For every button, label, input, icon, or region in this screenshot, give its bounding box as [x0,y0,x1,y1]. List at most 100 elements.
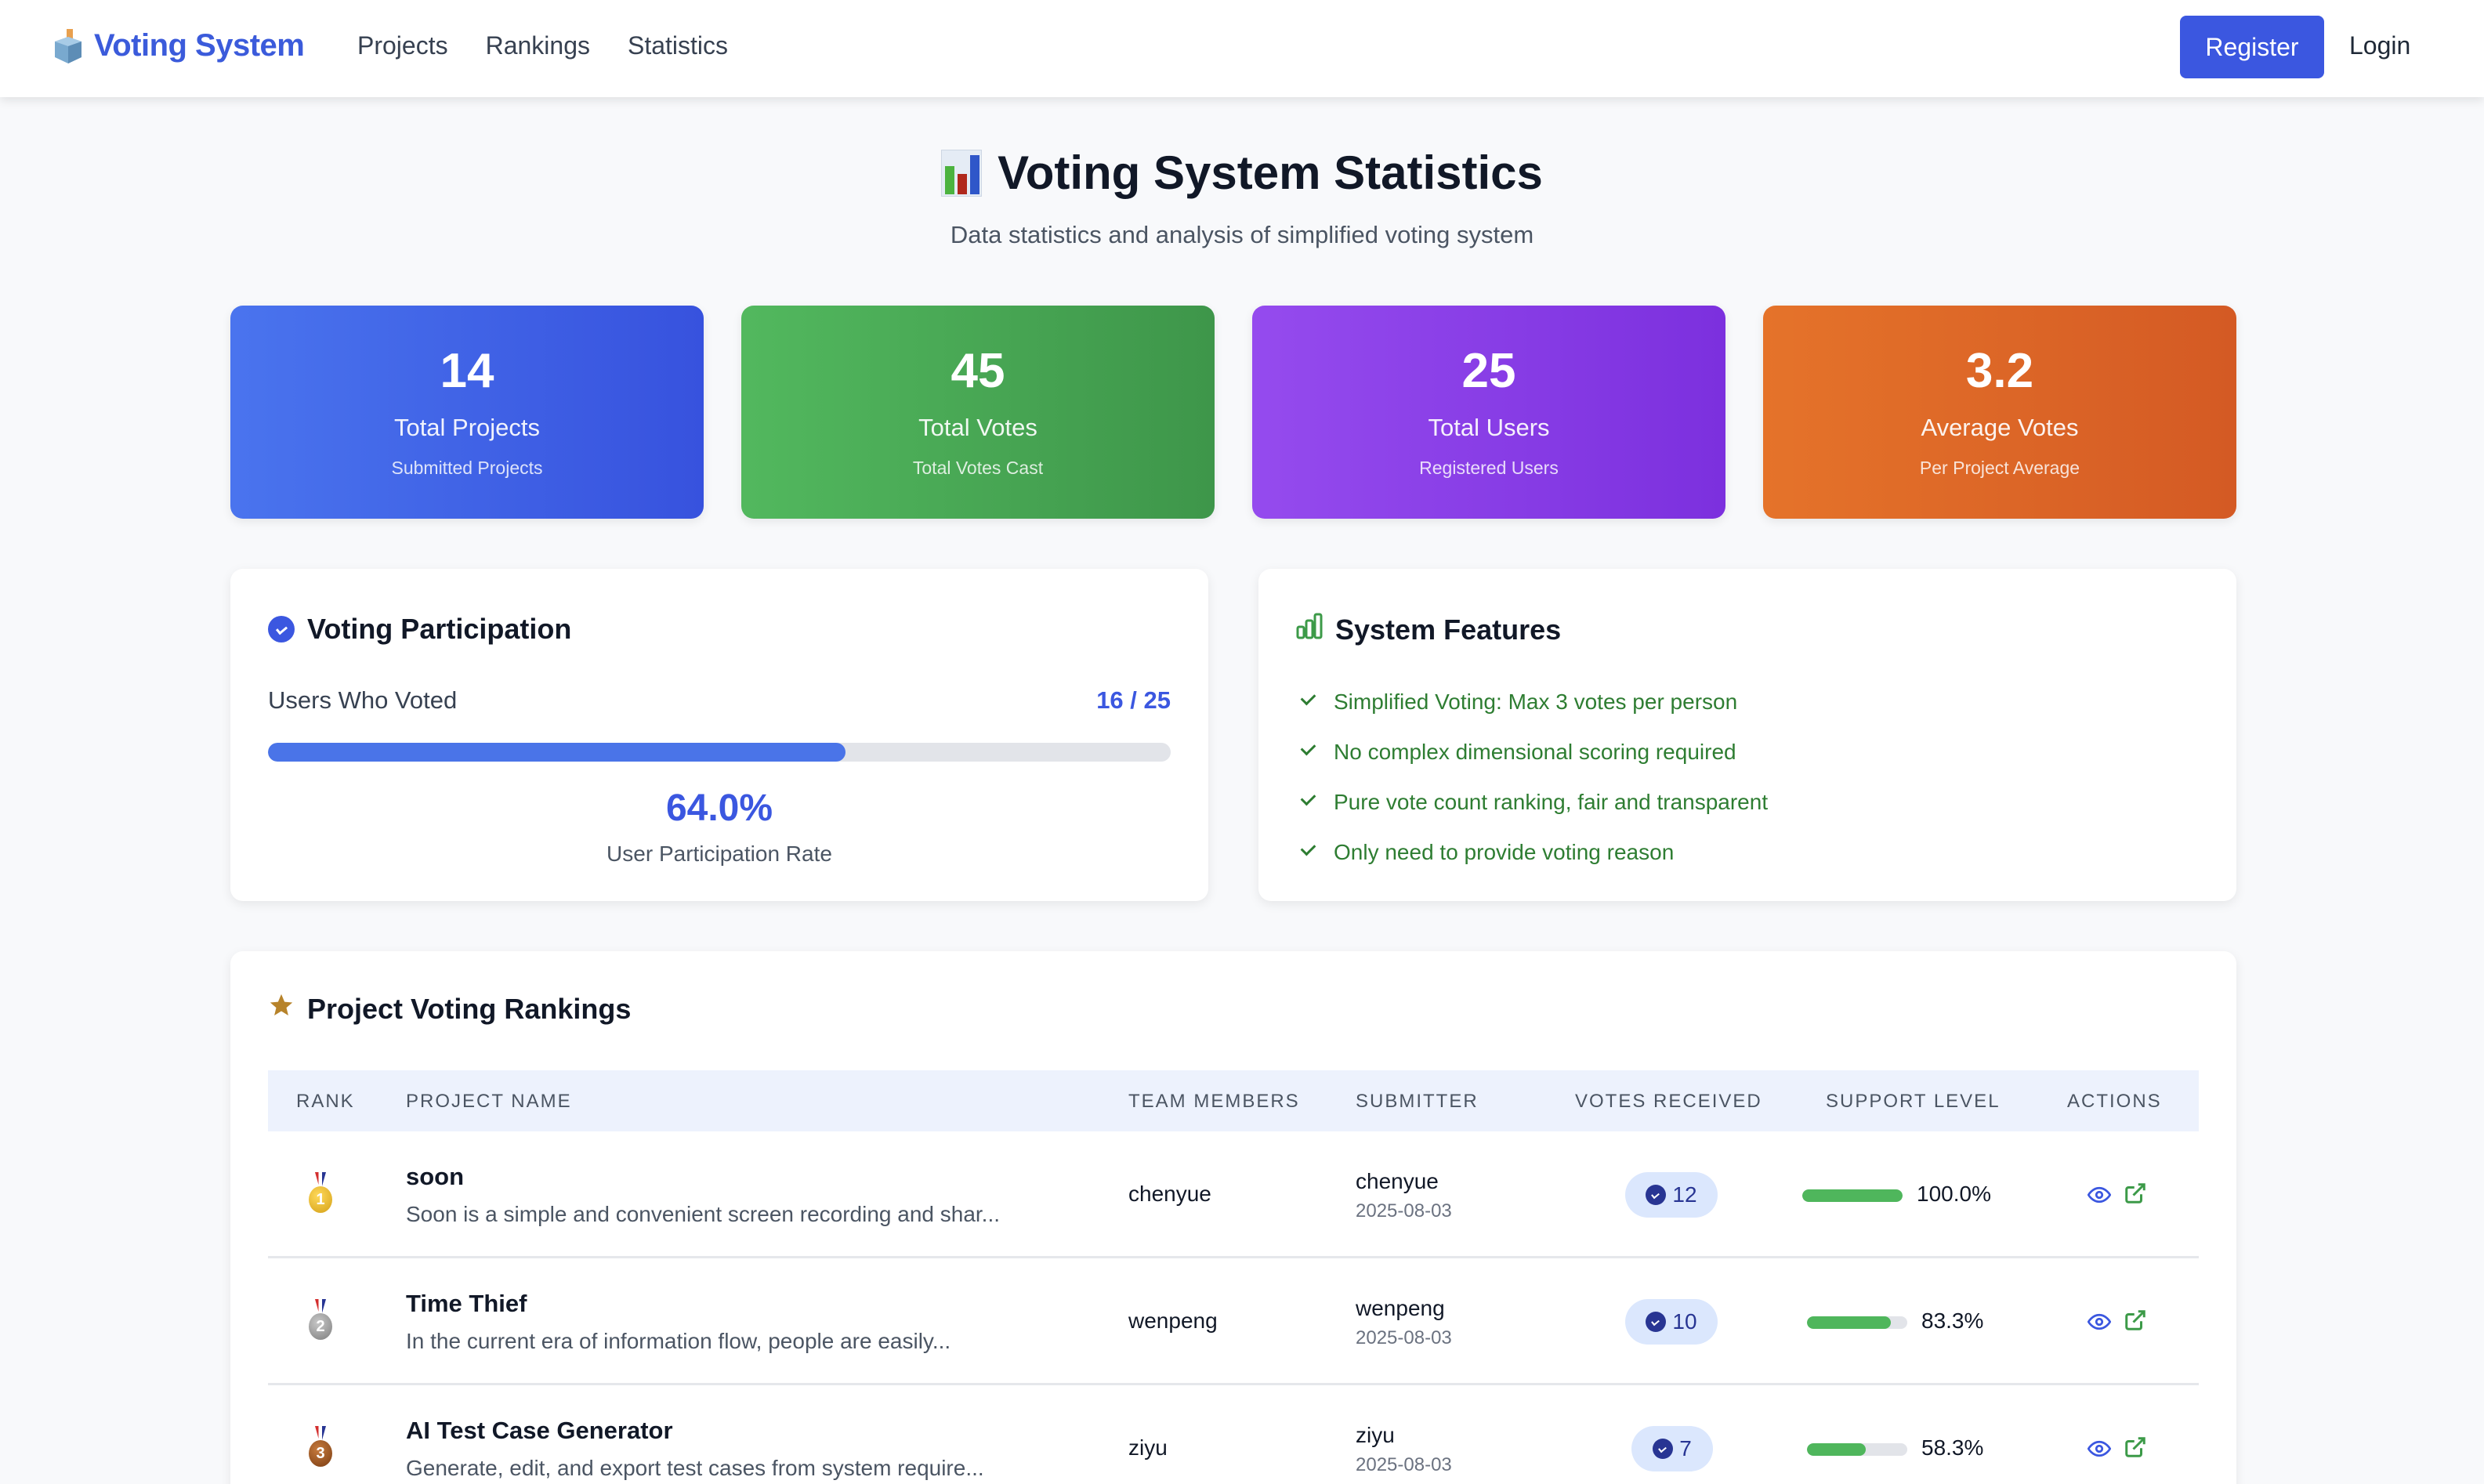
support-bar-fill [1802,1189,1903,1202]
login-link[interactable]: Login [2349,31,2411,60]
submitter-name: chenyue [1356,1169,1439,1193]
external-link-icon[interactable] [2124,1308,2147,1332]
stat-card-total-votes: 45 Total Votes Total Votes Cast [741,306,1215,519]
team-members: chenyue [1128,1182,1211,1206]
stat-label: Total Users [1428,414,1550,441]
feature-text: Pure vote count ranking, fair and transp… [1334,790,1769,814]
feature-item: Only need to provide voting reason [1298,827,1768,878]
vote-check-icon [1646,1312,1667,1332]
check-icon [1298,742,1318,762]
chart-bars-icon [1296,613,1323,646]
participation-panel: Voting Participation Users Who Voted 16 … [230,569,1208,901]
feature-item: Pure vote count ranking, fair and transp… [1298,777,1768,827]
rankings-title: Project Voting Rankings [268,992,631,1026]
submit-date: 2025-08-03 [1356,1454,1452,1475]
participation-progress-fill [268,743,846,762]
submit-date: 2025-08-03 [1356,1327,1452,1348]
project-name[interactable]: Time Thief [406,1290,527,1317]
table-row[interactable]: 1 soon Soon is a simple and convenient s… [268,1131,2199,1258]
eye-icon[interactable] [2087,1310,2112,1334]
participation-progress-bar [268,743,1171,762]
table-row[interactable]: 2 Time Thief In the current era of infor… [268,1258,2199,1385]
stat-card-total-users: 25 Total Users Registered Users [1252,306,1725,519]
votes-count: 7 [1679,1436,1692,1460]
stat-label: Total Votes [918,414,1037,441]
features-panel: System Features Simplified Voting: Max 3… [1258,569,2236,901]
participation-title-text: Voting Participation [307,613,572,645]
votes-count: 10 [1672,1309,1697,1334]
feature-item: Simplified Voting: Max 3 votes per perso… [1298,677,1768,727]
project-name[interactable]: soon [406,1163,465,1190]
column-team-members[interactable]: TEAM MEMBERS [1128,1091,1300,1112]
check-icon [1298,692,1318,712]
stat-sublabel: Registered Users [1419,458,1559,478]
page-title: Voting System Statistics [941,146,1543,200]
stat-label: Total Projects [393,414,541,441]
column-actions[interactable]: ACTIONS [2067,1091,2162,1112]
features-title: System Features [1296,613,1561,646]
column-project-name[interactable]: PROJECT NAME [406,1091,572,1112]
stat-sublabel: Per Project Average [1919,458,2080,478]
feature-text: Only need to provide voting reason [1334,840,1675,864]
participation-rate-label: User Participation Rate [607,842,832,866]
support-percent: 58.3% [1921,1435,1984,1460]
support-bar [1802,1189,1903,1202]
features-list: Simplified Voting: Max 3 votes per perso… [1298,677,1768,878]
project-description: In the current era of information flow, … [406,1329,951,1353]
support-bar-fill [1807,1316,1891,1329]
project-name[interactable]: AI Test Case Generator [406,1417,673,1444]
bronze-medal-icon: 3 [309,1426,332,1471]
column-rank[interactable]: RANK [296,1091,355,1112]
nav-projects[interactable]: Projects [357,31,448,60]
vote-check-icon [268,616,295,642]
external-link-icon[interactable] [2124,1182,2147,1205]
stat-card-total-projects: 14 Total Projects Submitted Projects [230,306,704,519]
stat-value: 14 [440,344,494,398]
stat-value: 45 [951,344,1005,398]
project-description: Soon is a simple and convenient screen r… [406,1202,1001,1226]
brand-name: Voting System [94,28,305,63]
nav-statistics[interactable]: Statistics [628,31,729,60]
submitter-name: wenpeng [1356,1296,1445,1320]
rankings-panel: Project Voting Rankings RANK PROJECT NAM… [230,951,2236,1484]
stat-value: 3.2 [1965,344,2034,398]
star-icon [268,992,295,1026]
table-row[interactable]: 3 AI Test Case Generator Generate, edit,… [268,1385,2199,1484]
bar-chart-icon [941,149,983,197]
column-support-level[interactable]: SUPPORT LEVEL [1826,1091,2001,1112]
silver-medal-icon: 2 [309,1299,332,1345]
project-description: Generate, edit, and export test cases fr… [406,1456,984,1480]
check-icon [1298,842,1318,863]
page-title-text: Voting System Statistics [998,147,1543,199]
participation-title: Voting Participation [268,613,571,646]
features-title-text: System Features [1335,613,1562,646]
support-percent: 100.0% [1917,1182,1991,1206]
support-bar-fill [1807,1443,1866,1456]
register-button[interactable]: Register [2180,16,2324,78]
rankings-table-header: RANK PROJECT NAME TEAM MEMBERS SUBMITTER… [268,1070,2199,1131]
submitter-name: ziyu [1356,1423,1395,1447]
gold-medal-icon: 1 [309,1172,332,1218]
support-percent: 83.3% [1921,1308,1984,1333]
eye-icon[interactable] [2087,1183,2112,1207]
column-submitter[interactable]: SUBMITTER [1356,1091,1479,1112]
votes-badge: 12 [1625,1172,1718,1218]
rankings-title-text: Project Voting Rankings [307,992,632,1025]
check-icon [1298,792,1318,813]
eye-icon[interactable] [2087,1437,2112,1460]
support-bar [1807,1316,1907,1329]
external-link-icon[interactable] [2124,1435,2147,1459]
brand-link[interactable]: Voting System [53,28,305,63]
stat-sublabel: Submitted Projects [391,458,543,478]
nav-rankings[interactable]: Rankings [485,31,590,60]
page-header: Voting System Statistics [0,146,2484,201]
team-members: ziyu [1128,1435,1168,1460]
stat-value: 25 [1461,344,1516,398]
votes-badge: 7 [1631,1426,1713,1471]
stat-label: Average Votes [1921,414,2079,441]
votes-badge: 10 [1625,1299,1718,1345]
feature-item: No complex dimensional scoring required [1298,727,1768,777]
column-votes-received[interactable]: VOTES RECEIVED [1575,1091,1762,1112]
users-voted-label: Users Who Voted [268,686,458,714]
nav-links: Projects Rankings Statistics [357,31,728,60]
